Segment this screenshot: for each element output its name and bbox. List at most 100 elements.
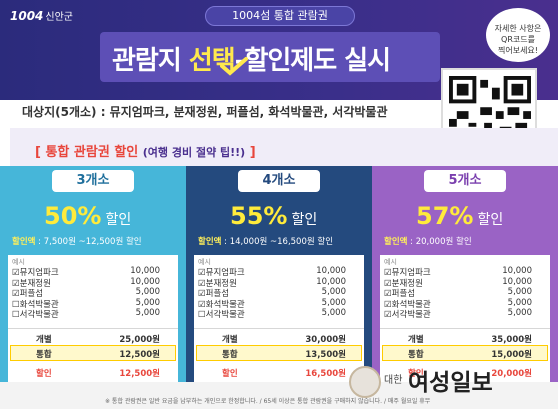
checkbox-icon: ☐ xyxy=(198,310,206,320)
discount-label: 할인 xyxy=(408,369,424,379)
item-name: 서각박물관 xyxy=(205,310,245,320)
example-sheet xyxy=(380,255,550,383)
headline-part: -할인제도 xyxy=(234,46,337,76)
item-price: 10,000 xyxy=(316,276,346,287)
item-name: 화석박물관 xyxy=(391,299,431,310)
tip-main: [ 통합 관람권 할인 xyxy=(35,145,139,160)
discount-word: 할인 xyxy=(477,212,504,228)
plan-badge: 3개소 xyxy=(52,170,134,192)
checkbox-icon: ☑ xyxy=(384,278,392,289)
bubble-line: 자세한 사항은 xyxy=(494,24,542,33)
list-item: ☑서각박물관 xyxy=(384,308,431,320)
item-name: 퍼플섬 xyxy=(19,289,44,299)
amount-range: : 7,500원 ~12,500원 할인 xyxy=(35,237,142,247)
discount-value: 16,500원 xyxy=(305,369,346,379)
list-item: ☑뮤지엄파크 xyxy=(198,266,245,278)
item-price: 5,000 xyxy=(135,308,160,318)
item-name: 뮤지엄파크 xyxy=(205,268,245,278)
individual-total: 25,000원 xyxy=(119,335,160,345)
checkbox-icon: ☑ xyxy=(12,289,20,299)
checkbox-icon: ☑ xyxy=(198,289,206,299)
item-name: 분재정원 xyxy=(391,278,423,289)
item-name: 뮤지엄파크 xyxy=(391,268,431,278)
combined-price: 15,000원 xyxy=(491,350,532,360)
amount-range: : 20,000원 할인 xyxy=(407,237,472,247)
combined-row xyxy=(382,345,548,361)
bubble-line: 찍어보세요! xyxy=(497,46,538,55)
list-item: ☑화석박물관 xyxy=(198,298,245,310)
individual-label: 개별 xyxy=(222,335,238,345)
plan-badge: 4개소 xyxy=(238,170,320,192)
item-name: 분재정원 xyxy=(19,278,51,289)
combined-price: 13,500원 xyxy=(305,350,346,360)
list-item: ☑화석박물관 xyxy=(384,298,431,310)
individual-label: 개별 xyxy=(36,335,52,345)
list-item: ☑퍼플섬 xyxy=(384,287,415,299)
amount-label: 할인액 xyxy=(198,237,222,247)
list-item: ☐서각박물관 xyxy=(12,308,59,320)
headline-part: 실시 xyxy=(336,46,391,76)
item-price: 5,000 xyxy=(507,308,532,318)
combined-label: 통합 xyxy=(36,350,52,360)
checkbox-icon: ☑ xyxy=(384,268,392,278)
checkbox-icon: ☑ xyxy=(384,310,392,320)
amount-label: 할인액 xyxy=(384,237,408,247)
checkbox-icon: ☑ xyxy=(384,299,392,310)
discount-value: 12,500원 xyxy=(119,369,160,379)
footer xyxy=(0,382,558,409)
item-name: 뮤지엄파크 xyxy=(19,268,59,278)
item-price: 10,000 xyxy=(502,266,532,276)
combined-label: 통합 xyxy=(408,350,424,360)
list-item: ☑뮤지엄파크 xyxy=(12,266,59,278)
target-sites: 대상지(5개소) : 뮤지엄파크, 분재정원, 퍼플섬, 화석박물관, 서각박물… xyxy=(22,105,388,119)
watermark-small: 대한 xyxy=(384,375,403,386)
item-price: 10,000 xyxy=(502,276,532,287)
discount-percent: 57% xyxy=(416,202,474,230)
item-price: 5,000 xyxy=(507,287,532,297)
list-item: ☐서각박물관 xyxy=(198,308,245,320)
item-name: 분재정원 xyxy=(205,278,237,289)
list-item: ☑분재정원 xyxy=(384,277,423,289)
discount-percent: 50% xyxy=(44,202,102,230)
list-item: ☐화석박물관 xyxy=(12,298,59,310)
checkmark-icon xyxy=(220,57,248,76)
checkbox-icon: ☑ xyxy=(12,278,20,289)
list-item: ☑분재정원 xyxy=(198,277,237,289)
discount-rate: 55% 할인 xyxy=(230,202,317,230)
discount-word: 할인 xyxy=(105,212,132,228)
item-price: 10,000 xyxy=(316,266,346,276)
example-label: 예시 xyxy=(384,258,397,266)
checkbox-icon: ☑ xyxy=(12,268,20,278)
list-item: ☑퍼플섬 xyxy=(198,287,229,299)
tip-heading: [ 통합 관람권 할인 (여행 경비 절약 팁!!) ] xyxy=(35,141,256,160)
item-price: 5,000 xyxy=(321,308,346,318)
individual-label: 개별 xyxy=(408,335,424,345)
discount-label: 할인 xyxy=(222,369,238,379)
amount-label: 할인액 xyxy=(12,237,36,247)
item-name: 퍼플섬 xyxy=(205,289,230,299)
divider xyxy=(380,328,550,329)
checkbox-icon: ☑ xyxy=(384,289,392,299)
individual-total: 30,000원 xyxy=(305,335,346,345)
tip-band xyxy=(10,128,558,166)
checkbox-icon: ☐ xyxy=(12,299,20,310)
item-name: 화석박물관 xyxy=(205,299,245,310)
divider xyxy=(8,328,178,329)
region-logo: 1004 신안군 xyxy=(10,8,73,23)
list-item: ☑뮤지엄파크 xyxy=(384,266,431,278)
combined-price: 12,500원 xyxy=(119,350,160,360)
divider xyxy=(194,328,364,329)
bubble-line: QR코드를 xyxy=(501,35,535,44)
example-label: 예시 xyxy=(198,258,211,266)
plan-badge: 5개소 xyxy=(424,170,506,192)
checkbox-icon: ☑ xyxy=(198,268,206,278)
item-price: 10,000 xyxy=(130,276,160,287)
headline-part: 관람지 xyxy=(112,46,189,76)
example-label: 예시 xyxy=(12,258,25,266)
discount-rate: 50% 할인 xyxy=(44,202,131,230)
logo-number: 1004 xyxy=(10,9,44,23)
discount-amount: 할인액 : 7,500원 ~12,500원 할인 xyxy=(12,235,142,247)
checkbox-icon: ☑ xyxy=(198,299,206,310)
combined-row xyxy=(196,345,362,361)
item-price: 10,000 xyxy=(130,266,160,276)
